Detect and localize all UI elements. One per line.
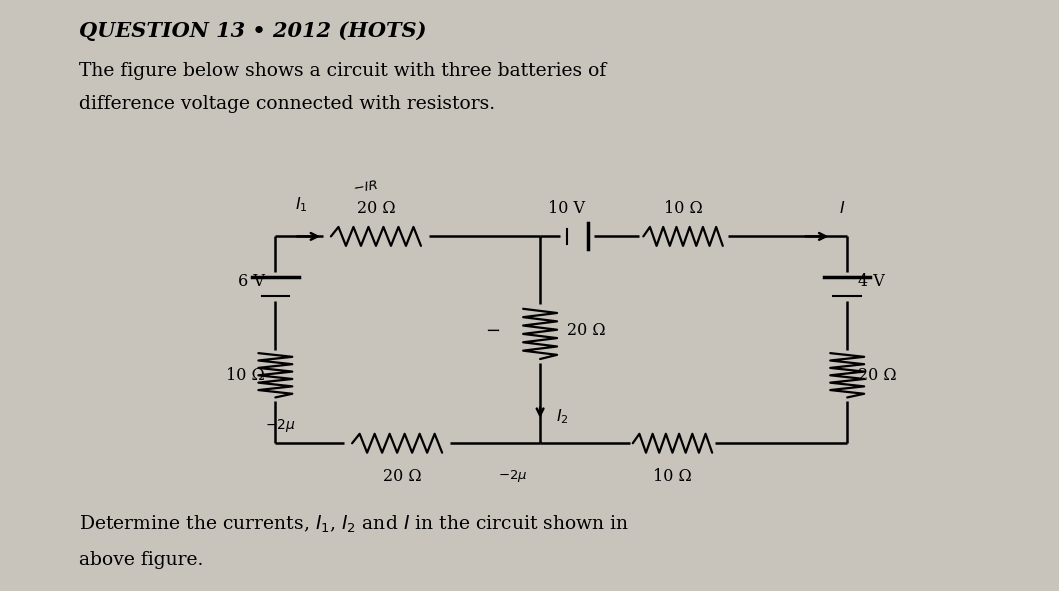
Text: $I_2$: $I_2$ bbox=[556, 407, 569, 426]
Text: 10 Ω: 10 Ω bbox=[653, 468, 692, 485]
Text: Determine the currents, $I_1$, $I_2$ and $I$ in the circuit shown in: Determine the currents, $I_1$, $I_2$ and… bbox=[79, 514, 630, 535]
Text: QUESTION 13 • 2012 (HOTS): QUESTION 13 • 2012 (HOTS) bbox=[79, 21, 427, 41]
Text: 10 Ω: 10 Ω bbox=[226, 367, 265, 384]
Text: 20 Ω: 20 Ω bbox=[357, 200, 395, 217]
Text: $-2\mu$: $-2\mu$ bbox=[266, 417, 295, 434]
Text: $-2\mu$: $-2\mu$ bbox=[498, 468, 527, 484]
Text: 10 Ω: 10 Ω bbox=[664, 200, 702, 217]
Text: above figure.: above figure. bbox=[79, 551, 203, 569]
Text: 10 V: 10 V bbox=[549, 200, 585, 217]
Text: 20 Ω: 20 Ω bbox=[858, 367, 896, 384]
Text: $I$: $I$ bbox=[839, 200, 845, 217]
Text: The figure below shows a circuit with three batteries of: The figure below shows a circuit with th… bbox=[79, 62, 607, 80]
Text: $I_1$: $I_1$ bbox=[295, 195, 308, 214]
Text: 20 Ω: 20 Ω bbox=[567, 323, 605, 339]
Text: 20 Ω: 20 Ω bbox=[383, 468, 421, 485]
Text: 6 V: 6 V bbox=[238, 274, 265, 290]
Text: $-IR$: $-IR$ bbox=[352, 179, 379, 196]
Text: difference voltage connected with resistors.: difference voltage connected with resist… bbox=[79, 95, 496, 112]
Text: −: − bbox=[485, 322, 500, 340]
Text: 4 V: 4 V bbox=[858, 274, 884, 290]
